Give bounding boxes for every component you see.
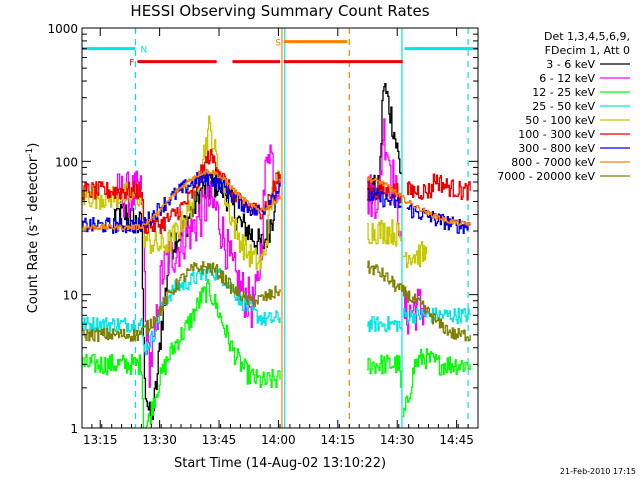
legend-entry: 6 - 12 keV (539, 72, 595, 85)
series-line (82, 278, 281, 428)
x-tick-label: 14:30 (380, 433, 415, 447)
legend-entry: 800 - 7000 keV (511, 156, 595, 169)
flag-label: S (275, 39, 281, 49)
series-line (402, 348, 471, 418)
series-line (367, 175, 471, 227)
series-line (82, 170, 281, 234)
flag-label: N (140, 46, 147, 56)
legend-entry: 7000 - 20000 keV (497, 170, 595, 183)
y-tick-label: 100 (55, 155, 78, 169)
x-tick-label: 14:45 (439, 433, 474, 447)
flag-bars: NF S (82, 39, 478, 69)
series-line (367, 260, 471, 342)
series-line (367, 188, 402, 209)
series-line (402, 241, 428, 269)
y-axis-label-sup2: -1 (25, 148, 35, 157)
legend-header: Det 1,3,4,5,6,9, (544, 30, 630, 43)
series-line (367, 354, 402, 388)
chart-title: HESSI Observing Summary Count Rates (130, 2, 429, 20)
legend-entry: 50 - 100 keV (525, 114, 595, 127)
y-tick-label: 1000 (47, 22, 78, 36)
axes: 13:15 13:30 13:45 14:00 14:15 14:30 14:45 1 10 10… (47, 22, 479, 447)
legend: Det 1,3,4,5,6,9,FDecim 1, Att 03 - 6 keV… (497, 30, 630, 183)
x-tick-label: 14:00 (261, 433, 296, 447)
series-line (402, 286, 428, 335)
legend-entry: 12 - 25 keV (532, 86, 595, 99)
flag-label: F (129, 59, 134, 69)
series-line (367, 82, 402, 205)
x-tick-label: 13:30 (142, 433, 177, 447)
series-line (402, 307, 471, 324)
series-line (82, 261, 281, 342)
series-line (82, 168, 281, 231)
legend-entry: 100 - 300 keV (518, 128, 595, 141)
y-tick-label: 1 (70, 422, 78, 436)
y-axis-label-sup1: -1 (25, 216, 35, 225)
legend-entry: 3 - 6 keV (546, 58, 595, 71)
legend-entry: 25 - 50 keV (532, 100, 595, 113)
x-tick-label: 14:15 (321, 433, 356, 447)
series-line (367, 181, 402, 204)
x-axis-label: Start Time (14-Aug-02 13:10:22) (174, 456, 386, 471)
x-tick-label: 13:45 (202, 433, 237, 447)
y-tick-label: 10 (63, 289, 78, 303)
series-line (406, 204, 471, 234)
series-line (406, 173, 471, 201)
series-line (367, 316, 402, 333)
x-tick-label: 13:15 (83, 433, 118, 447)
series-line (82, 264, 281, 356)
footer-date: 21-Feb-2010 17:15 (560, 467, 636, 476)
y-axis-label: Count Rate (s-1 detector-1) (25, 143, 41, 314)
legend-entry: 300 - 800 keV (518, 142, 595, 155)
legend-header: FDecim 1, Att 0 (545, 44, 630, 57)
series-layer (82, 82, 471, 428)
series-line (367, 219, 402, 247)
